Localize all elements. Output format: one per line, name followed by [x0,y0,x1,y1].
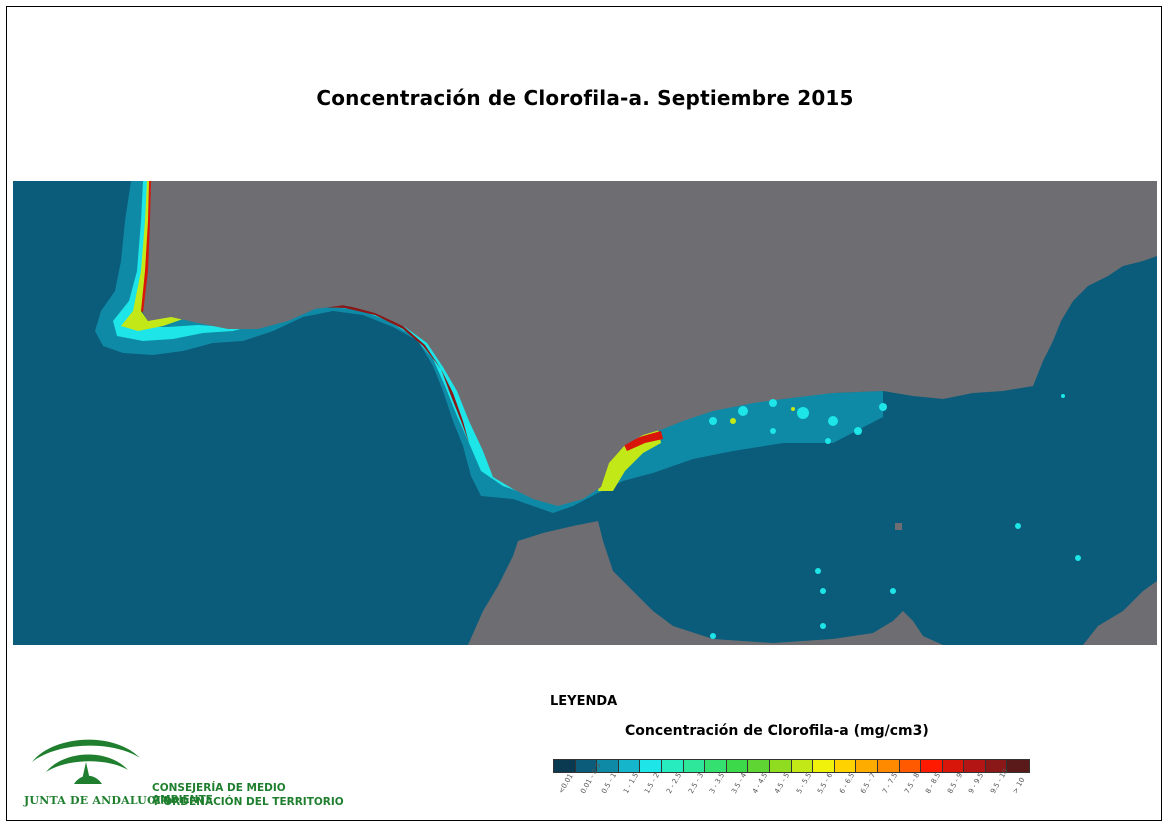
legend-swatch [748,760,770,772]
legend-heading: LEYENDA [550,694,618,709]
legend-swatch [985,760,1008,772]
coastal-band-high [121,181,193,331]
chlorophyll-spots-high [730,407,795,424]
legend-swatch [618,760,641,772]
land-africa-east [1083,581,1157,645]
legend-swatch [964,760,986,772]
legend-swatch [769,760,792,772]
legend-swatch [597,760,619,772]
legend-swatch [856,760,878,772]
legend-swatch [791,760,814,772]
coastal-band-alboran [598,429,661,491]
no-data-pixel [895,523,902,530]
legend-swatch [921,760,943,772]
organization-name: JUNTA DE ANDALUCIA [24,794,170,807]
map-title: Concentración de Clorofila-a. Septiembre… [316,86,854,110]
land-africa [468,521,943,645]
chlorophyll-map [13,181,1157,645]
legend-swatch [1007,760,1030,772]
legend-swatch [683,760,706,772]
coastal-band-mid [113,181,523,493]
department-line-1: CONSEJERÍA DE MEDIO AMBIENTE [152,782,286,806]
map-canvas [13,181,1157,645]
legend-swatch [834,760,857,772]
legend-subtitle: Concentración de Clorofila-a (mg/cm3) [625,723,929,739]
coastal-band-alboran-edge [623,431,663,451]
legend-swatch [726,760,749,772]
junta-andalucia-logo: JUNTA DE ANDALUCIA CONSEJERÍA DE MEDIO A… [24,728,344,813]
legend-swatch [575,760,598,772]
department-line-2: Y ORDENACIÓN DEL TERRITORIO [152,796,344,808]
land-iberia [143,181,1157,506]
legend-swatch [899,760,922,772]
legend-color-bar [553,759,1031,773]
chlorophyll-spots [709,394,1081,639]
legend-swatch [705,760,727,772]
page-frame [6,6,1162,821]
legend-swatch [813,760,835,772]
coastal-band-peak [141,181,228,321]
coastal-band-outer [95,181,883,513]
legend-swatch [640,760,662,772]
legend-swatch [554,760,576,772]
legend-swatch [661,760,684,772]
legend-swatch [877,760,900,772]
junta-andalucia-emblem [32,739,140,784]
legend-swatch [942,760,965,772]
